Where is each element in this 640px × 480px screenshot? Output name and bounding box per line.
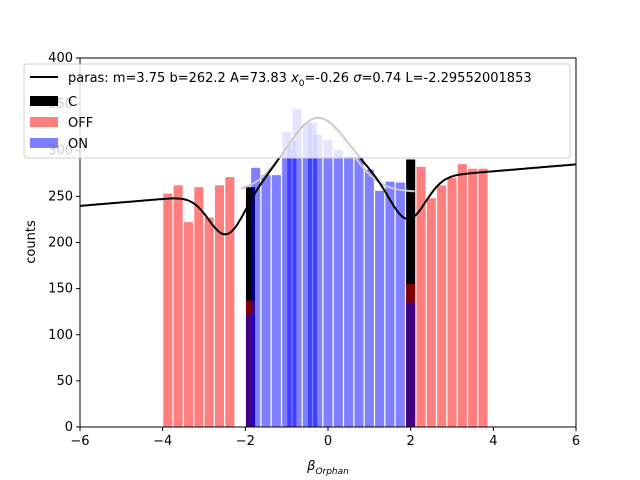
off-bar: [225, 177, 235, 427]
x-tick-label: 2: [407, 434, 415, 449]
y-tick-label: 200: [48, 236, 73, 251]
off-bar: [478, 168, 488, 427]
on-bar: [344, 156, 354, 427]
y-tick-label: 0: [65, 420, 73, 435]
on-bar: [302, 122, 312, 427]
x-tick-label: 0: [324, 434, 332, 449]
x-tick-label: −6: [70, 434, 89, 449]
legend-fit-label: paras: m=3.75 b=262.2 A=73.83 x0=-0.26 σ…: [68, 71, 532, 89]
off-bar: [214, 185, 225, 427]
y-tick-label: 150: [48, 282, 73, 297]
off-bar: [437, 185, 447, 427]
x-tick-label: −4: [153, 434, 172, 449]
off-bar: [447, 177, 457, 427]
y-axis-label: counts: [24, 220, 39, 264]
off-bar: [457, 164, 467, 427]
legend: paras: m=3.75 b=262.2 A=73.83 x0=-0.26 σ…: [23, 63, 571, 159]
off-bar: [173, 185, 183, 427]
on-bar: [333, 150, 343, 427]
x-tick-label: 6: [572, 434, 580, 449]
on-bar: [271, 175, 281, 427]
y-tick-label: 400: [48, 51, 73, 66]
legend-on-label: ON: [68, 137, 88, 152]
off-bar: [426, 198, 436, 427]
x-axis: −6 −4 −2 0 2 4 6: [70, 427, 580, 449]
off-bar: [163, 193, 173, 427]
on-bar: [251, 167, 261, 427]
y-tick-label: 100: [48, 328, 73, 343]
on-bar: [323, 140, 333, 428]
on-bar: [307, 122, 318, 427]
y-tick-label: 50: [56, 374, 73, 389]
legend-off-label: OFF: [68, 116, 93, 131]
on-bar: [287, 141, 297, 427]
legend-c-swatch: [30, 96, 58, 106]
off-bar: [416, 166, 426, 428]
legend-c-label: C: [68, 95, 77, 110]
x-tick-label: −2: [236, 434, 255, 449]
legend-box: [23, 63, 571, 159]
on-bar: [406, 302, 416, 427]
on-bar: [261, 175, 271, 427]
on-bar: [313, 134, 323, 427]
on-bar: [395, 182, 405, 427]
y-tick-label: 250: [48, 189, 73, 204]
off-bar: [194, 187, 204, 427]
on-bar: [385, 181, 395, 427]
on-bar: [245, 314, 256, 427]
off-bar: [183, 222, 194, 427]
on-bar: [375, 190, 385, 427]
x-axis-label: βOrphan: [306, 459, 349, 477]
legend-on-swatch: [30, 138, 58, 148]
x-tick-label: 4: [489, 434, 497, 449]
on-bar: [354, 156, 364, 427]
bars: [163, 108, 488, 428]
on-bar: [282, 131, 292, 428]
on-bar: [364, 169, 374, 427]
legend-off-swatch: [30, 117, 58, 127]
on-bar: [292, 108, 302, 428]
off-bar: [468, 168, 478, 427]
off-bar: [204, 217, 214, 427]
